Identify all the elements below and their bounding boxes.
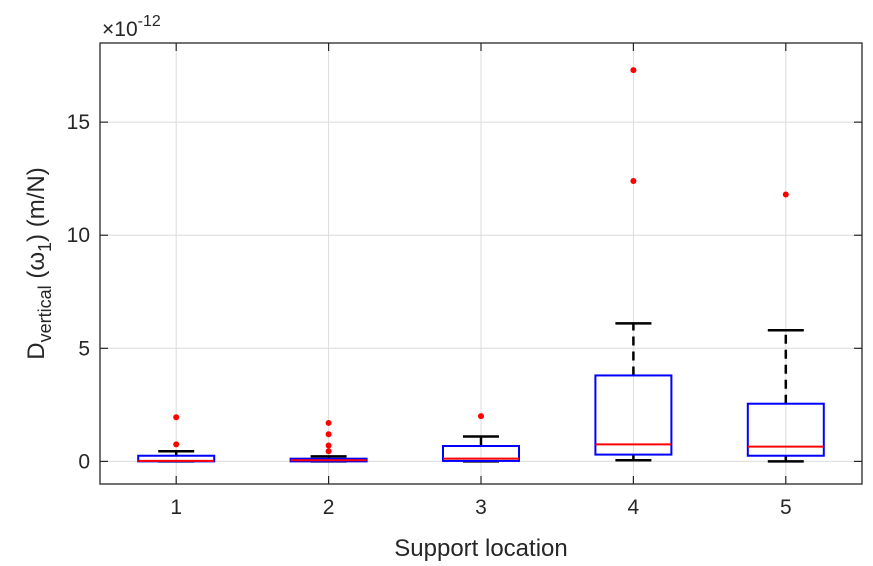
box-plot-series: [137, 67, 825, 463]
iqr-box: [442, 445, 520, 462]
y-exponent-label: ×10-12: [102, 13, 161, 41]
x-tick-label: 5: [780, 496, 792, 519]
y-tick-label: 15: [67, 111, 90, 134]
axis-ticks: 1 2 3 4 5 0 5 10 15: [67, 43, 862, 519]
y-tick-label: 10: [67, 224, 90, 247]
x-tick-label: 2: [323, 496, 335, 519]
box-group-4: [594, 67, 673, 462]
outlier-point: [325, 419, 332, 426]
outlier-point: [173, 414, 180, 421]
y-label-subscript-2: 1: [35, 242, 55, 252]
outlier-point: [325, 431, 332, 438]
x-tick-label: 3: [475, 496, 487, 519]
outlier-point: [630, 177, 637, 184]
box-group-5: [746, 191, 825, 463]
y-label-main: D: [23, 342, 50, 359]
y-label-subscript: vertical: [35, 285, 55, 342]
outlier-point: [630, 67, 637, 74]
box-group-2: [289, 419, 368, 463]
outlier-point: [173, 441, 180, 448]
iqr-box: [746, 402, 825, 457]
box-group-3: [442, 413, 520, 463]
x-axis-label: Support location: [394, 535, 567, 562]
outlier-point: [325, 448, 332, 455]
y-axis-label: Dvertical (ω1) (m/N): [23, 167, 55, 359]
y-label-tail: ) (m/N): [23, 167, 50, 242]
box-group-1: [137, 414, 216, 463]
outlier-point: [325, 442, 332, 449]
outlier-point: [478, 413, 484, 420]
y-exponent-power: -12: [138, 13, 161, 30]
y-exponent-prefix: ×10: [102, 18, 138, 41]
y-label-mid: (ω: [23, 252, 50, 285]
iqr-box: [594, 374, 673, 456]
outlier-point: [782, 191, 789, 198]
y-tick-label: 0: [78, 450, 90, 473]
x-tick-label: 4: [628, 496, 640, 519]
x-tick-label: 1: [170, 496, 182, 519]
y-tick-label: 5: [78, 337, 90, 360]
